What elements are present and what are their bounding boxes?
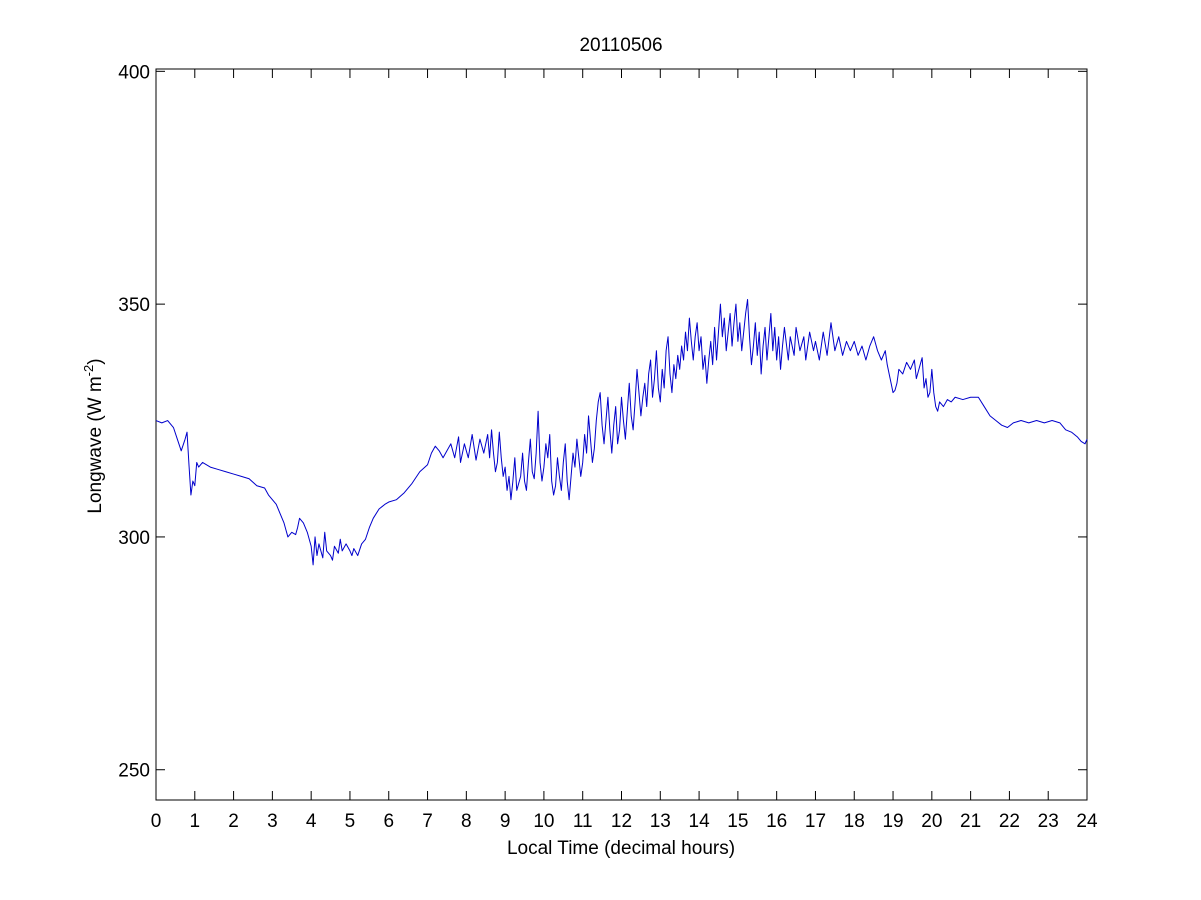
- y-axis-label-superscript: -2: [81, 365, 96, 377]
- y-tick-label: 350: [118, 295, 150, 316]
- axis-tick-labels: 0 1 2 3 4 5 6 7 8 9 10 11 12 13 14 15 16 17 18 19 20 21 22 23 24…: [118, 62, 1098, 832]
- x-tick-label: 9: [500, 811, 511, 832]
- x-tick-label: 4: [306, 811, 317, 832]
- y-tick-label: 400: [118, 62, 150, 83]
- x-tick-label: 12: [611, 811, 632, 832]
- series-layer: [155, 298, 1088, 566]
- x-tick-label: 13: [650, 811, 671, 832]
- x-tick-label: 21: [960, 811, 981, 832]
- x-tick-label: 5: [345, 811, 356, 832]
- y-axis-label-main: Longwave (W m: [85, 376, 106, 513]
- x-tick-label: 22: [999, 811, 1020, 832]
- chart-title: 20110506: [579, 35, 662, 56]
- x-tick-label: 15: [727, 811, 748, 832]
- x-tick-label: 0: [151, 811, 162, 832]
- x-tick-label: 3: [267, 811, 278, 832]
- y-axis-label: Longwave (W m-2): [81, 358, 106, 513]
- x-tick-label: 18: [844, 811, 865, 832]
- y-tick-label: 300: [118, 528, 150, 549]
- x-tick-label: 20: [921, 811, 942, 832]
- x-tick-label: 16: [766, 811, 787, 832]
- x-tick-label: 1: [190, 811, 201, 832]
- x-tick-label: 8: [461, 811, 472, 832]
- x-tick-label: 17: [805, 811, 826, 832]
- x-tick-label: 19: [882, 811, 903, 832]
- axis-ticks: [155, 69, 1088, 800]
- x-tick-label: 10: [533, 811, 554, 832]
- x-tick-label: 24: [1076, 811, 1098, 832]
- series-line-longwave: [155, 298, 1088, 566]
- x-tick-label: 14: [689, 811, 711, 832]
- x-tick-label: 2: [228, 811, 239, 832]
- x-tick-label: 6: [383, 811, 394, 832]
- x-tick-label: 7: [422, 811, 433, 832]
- y-axis-label-tail: ): [85, 358, 106, 364]
- y-tick-label: 250: [118, 761, 150, 782]
- x-tick-label: 11: [573, 811, 593, 832]
- x-axis-label: Local Time (decimal hours): [507, 838, 735, 859]
- x-tick-label: 23: [1038, 811, 1059, 832]
